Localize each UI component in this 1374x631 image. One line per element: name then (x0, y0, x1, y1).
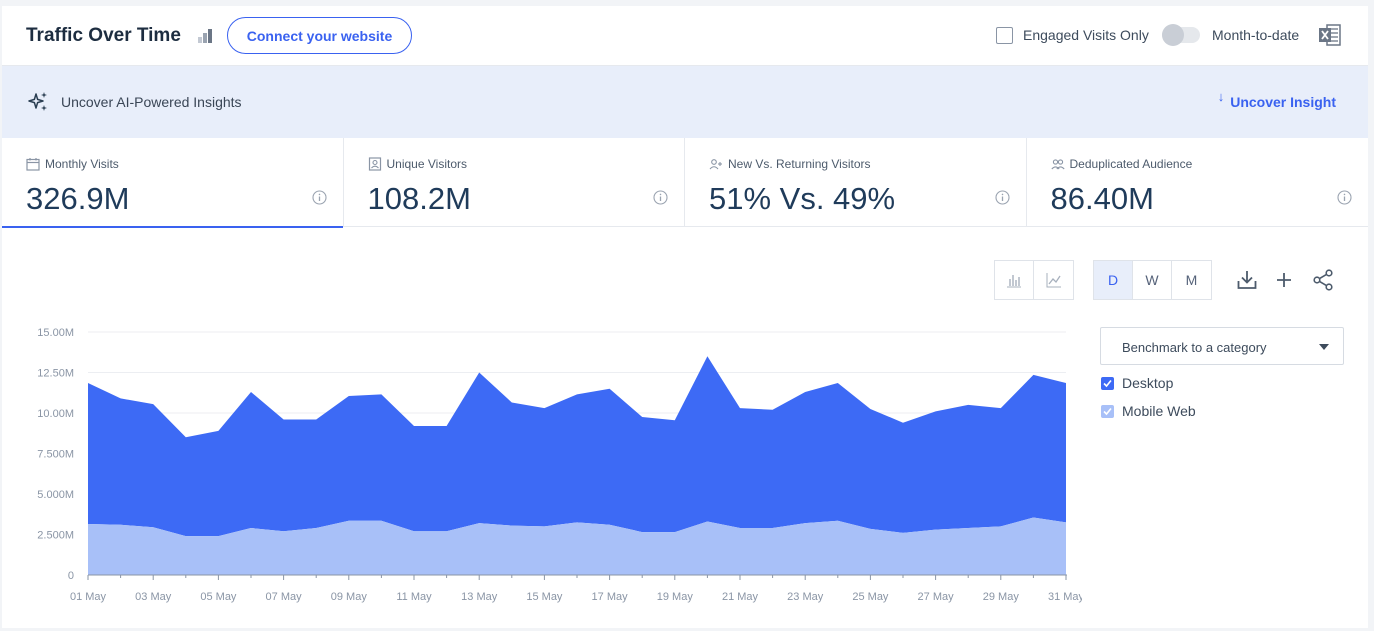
bar-chart-icon (1007, 275, 1021, 288)
engaged-visits-label: Engaged Visits Only (1023, 27, 1149, 43)
y-tick-label: 15.00M (37, 327, 74, 339)
info-icon[interactable] (653, 190, 668, 205)
arrow-down-icon: ↓ (1217, 89, 1225, 104)
metric-value: 108.2M (367, 181, 471, 216)
download-icon[interactable] (1235, 268, 1259, 292)
widget-title: Traffic Over Time (26, 25, 181, 46)
uncover-insight-label: Uncover Insight (1230, 94, 1336, 110)
caret-down-icon (1319, 344, 1329, 350)
sparkle-icon (28, 92, 47, 111)
toggle-knob (1162, 24, 1184, 46)
excel-export-icon[interactable] (1318, 23, 1342, 47)
share-icon[interactable] (1311, 268, 1335, 292)
info-icon[interactable] (311, 190, 327, 205)
legend-label: Desktop (1122, 375, 1174, 391)
metrics-row: Monthly Visits 326.9M Unique Visitors 10… (2, 138, 1369, 228)
uncover-insight-link[interactable]: ↓ Uncover Insight (1218, 89, 1336, 110)
y-tick-label: 12.50M (37, 368, 74, 380)
metric-value: 51% Vs. 49% (709, 181, 896, 216)
user-card-icon (368, 157, 381, 171)
x-tick-label: 03 May (135, 591, 172, 603)
user-plus-icon (709, 159, 722, 170)
x-tick-label: 13 May (461, 591, 498, 603)
x-tick-label: 23 May (787, 591, 824, 603)
line-chart-view-button[interactable] (1034, 261, 1073, 299)
x-tick-label: 11 May (396, 591, 432, 603)
info-icon[interactable] (994, 190, 1010, 205)
granularity-month-button[interactable]: M (1185, 272, 1198, 288)
traffic-over-time-widget: Traffic Over Time Connect your website E… (2, 6, 1368, 628)
y-tick-label: 5.000M (37, 489, 74, 501)
engaged-visits-checkbox[interactable] (996, 27, 1013, 44)
metric-label: Monthly Visits (45, 157, 119, 171)
granularity-week-button[interactable]: W (1133, 261, 1172, 299)
traffic-area-chart: 0 2.500M 5.000M 7.500M 10.00M 12.50M 15.00M 01… (37, 327, 1082, 603)
metric-tab-deduplicated-audience[interactable]: Deduplicated Audience 86.40M (1027, 138, 1369, 227)
granularity-day-button[interactable]: D (1094, 261, 1133, 299)
bar-chart-view-button[interactable] (995, 261, 1034, 299)
info-icon[interactable] (1337, 190, 1352, 205)
widget-header: Traffic Over Time Connect your website E… (2, 6, 1368, 66)
users-icon (1050, 159, 1065, 170)
rank-bars-icon (198, 29, 212, 43)
x-tick-label: 19 May (657, 591, 694, 603)
x-tick-label: 05 May (200, 591, 237, 603)
checkbox-checked-icon (1101, 376, 1114, 390)
legend-label: Mobile Web (1122, 403, 1196, 419)
line-chart-icon (1046, 273, 1061, 288)
legend-desktop[interactable]: Desktop (1101, 375, 1173, 391)
y-tick-label: 7.500M (37, 449, 74, 461)
month-to-date-label: Month-to-date (1212, 27, 1300, 43)
benchmark-category-dropdown[interactable]: Benchmark to a category (1100, 327, 1344, 365)
x-tick-label: 31 May (1048, 591, 1082, 603)
metric-tab-new-vs-returning[interactable]: New Vs. Returning Visitors 51% Vs. 49% (685, 138, 1027, 227)
x-tick-label: 01 May (70, 591, 107, 603)
granularity-toggle: D W M (1093, 260, 1212, 300)
calendar-icon (26, 158, 40, 171)
metric-tab-unique-visitors[interactable]: Unique Visitors 108.2M (344, 138, 685, 227)
metric-value: 326.9M (26, 181, 130, 216)
ai-insights-bar: Uncover AI-Powered Insights ↓ Uncover In… (2, 66, 1368, 138)
x-tick-label: 21 May (722, 591, 759, 603)
legend-mobile-web[interactable]: Mobile Web (1101, 403, 1196, 419)
add-icon[interactable] (1272, 268, 1296, 292)
x-tick-label: 15 May (526, 591, 563, 603)
chart-type-toggle (994, 260, 1074, 300)
checkbox-checked-icon (1101, 404, 1114, 418)
series-area-mobile-web[interactable] (88, 517, 1066, 575)
x-tick-label: 29 May (983, 591, 1020, 603)
series-area-desktop[interactable] (88, 356, 1066, 537)
metric-label: Unique Visitors (386, 157, 467, 171)
x-tick-label: 17 May (592, 591, 629, 603)
month-to-date-toggle[interactable] (1162, 24, 1200, 46)
metric-label: Deduplicated Audience (1069, 157, 1193, 171)
ai-insights-label: Uncover AI-Powered Insights (61, 94, 242, 110)
y-tick-label: 10.00M (37, 408, 74, 420)
y-tick-label: 0 (68, 570, 74, 582)
benchmark-label: Benchmark to a category (1122, 340, 1267, 355)
metric-value: 86.40M (1050, 181, 1154, 216)
x-tick-label: 27 May (918, 591, 955, 603)
x-tick-label: 25 May (852, 591, 889, 603)
metric-tab-monthly-visits[interactable]: Monthly Visits 326.9M (2, 138, 344, 228)
metric-label: New Vs. Returning Visitors (728, 157, 871, 171)
connect-website-button[interactable]: Connect your website (227, 17, 412, 54)
x-tick-label: 07 May (266, 591, 303, 603)
x-tick-label: 09 May (331, 591, 368, 603)
y-tick-label: 2.500M (37, 530, 74, 542)
